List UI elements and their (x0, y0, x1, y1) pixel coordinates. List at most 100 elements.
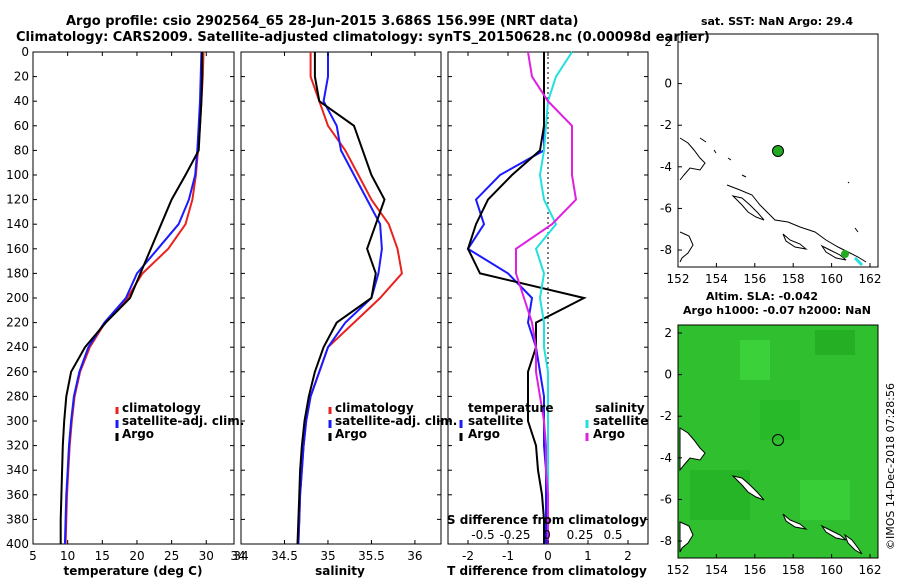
map-x-tick-label: 160 (820, 272, 843, 286)
map-x-tick-label: 156 (743, 272, 766, 286)
depth-tick-label: 20 (14, 70, 29, 84)
sla-map-title-1: Altim. SLA: -0.042 (706, 290, 818, 303)
map-x-tick-label: 160 (820, 563, 843, 577)
depth-tick-label: 220 (6, 316, 29, 330)
s-tick: 0 (543, 528, 551, 542)
depth-tick-label: 120 (6, 193, 29, 207)
legend-t-satellite: satellite (468, 414, 523, 428)
legend-argo: Argo (122, 427, 154, 441)
x-tick-label: 10 (60, 549, 75, 563)
t-difference-xlabel: T difference from climatology (447, 564, 647, 578)
map-y-tick-label: 0 (664, 77, 672, 91)
coastline (679, 137, 867, 263)
legend-satellite: satellite-adj. clim. (122, 414, 244, 428)
legend-climatology: climatology (335, 401, 414, 415)
sst-map: sat. SST: NaN Argo: 29.4 20-2-4-6-8 152 1… (660, 15, 881, 286)
depth-tick-label: 320 (6, 439, 29, 453)
legend-argo: Argo (335, 427, 367, 441)
legend-s-satellite: satellite (593, 414, 648, 428)
depth-tick-label: 60 (14, 119, 29, 133)
series-climatology (297, 52, 403, 545)
salinity-legend: climatology satellite-adj. clim. Argo (328, 401, 457, 441)
map-y-tick-label: 2 (664, 326, 672, 340)
depth-tick-label: 280 (6, 389, 29, 403)
x-tick-label: -2 (462, 549, 474, 563)
x-tick-label: 36 (407, 549, 422, 563)
s-tick: -0.25 (499, 528, 530, 542)
depth-tick-label: 300 (6, 414, 29, 428)
map-x-tick-label: 162 (859, 272, 882, 286)
sla-field (677, 324, 879, 559)
map-y-tick-label: -6 (660, 201, 672, 215)
depth-tick-label: 400 (6, 537, 29, 551)
sla-map: Altim. SLA: -0.042 Argo h1000: -0.07 h20… (660, 290, 881, 577)
depth-tick-label: 200 (6, 291, 29, 305)
depth-tick-label: 360 (6, 488, 29, 502)
x-tick-label: 34 (230, 549, 245, 563)
temperature-plot (32, 51, 207, 545)
map-x-tick-label: 154 (705, 272, 728, 286)
map-y-tick-label: 2 (664, 35, 672, 49)
x-tick-label: -1 (502, 549, 514, 563)
depth-tick-label: 340 (6, 463, 29, 477)
difference-panel: -2 -1 0 1 2 S difference from climatology -0… (447, 51, 649, 578)
difference-legend: temperature satellite Argo salinity sate… (459, 401, 648, 441)
x-tick-label: 34.5 (271, 549, 298, 563)
legend-climatology: climatology (122, 401, 201, 415)
s-difference-ticks: -0.5 -0.25 0 0.25 0.5 (471, 528, 622, 542)
s-tick: -0.5 (471, 528, 494, 542)
x-tick-label: 30 (199, 549, 214, 563)
depth-tick-label: 80 (14, 143, 29, 157)
map-y-tick-label: -6 (660, 492, 672, 506)
map-y-tick-label: 0 (664, 368, 672, 382)
watermark: ©IMOS 14-Dec-2018 07:28:56 (884, 383, 897, 550)
x-tick-label: 1 (584, 549, 592, 563)
map-x-tick-label: 152 (667, 563, 690, 577)
map-x-tick-label: 158 (782, 563, 805, 577)
sst-map-y-ticks: 2 0 -2 -4 -6 -8 (660, 35, 682, 257)
series-salinity-argo (515, 51, 578, 544)
temperature-x-ticks: 5 10 15 20 25 30 34 (29, 549, 245, 563)
salinity-plot (240, 52, 416, 545)
depth-tick-label: 240 (6, 340, 29, 354)
temperature-panel: 0204060801001201401601802002202402602803… (6, 45, 648, 578)
temperature-xlabel: temperature (deg C) (64, 564, 203, 578)
argo-location-marker (772, 434, 784, 446)
map-y-tick-label: -8 (660, 534, 672, 548)
series-climatology (64, 51, 205, 545)
map-x-tick-label: 156 (743, 563, 766, 577)
map-y-tick-label: -4 (660, 160, 672, 174)
x-tick-label: 0 (544, 549, 552, 563)
series-argo (59, 52, 204, 544)
map-y-tick-label: -2 (660, 409, 672, 423)
sla-map-x-ticks: 152 154 156 158 160 162 (667, 554, 881, 577)
sla-map-title-2: Argo h1000: -0.07 h2000: NaN (683, 304, 871, 317)
depth-tick-label: 180 (6, 266, 29, 280)
s-difference-label: S difference from climatology (447, 513, 647, 527)
legend-s-argo: Argo (593, 427, 625, 441)
x-tick-label: 5 (29, 549, 37, 563)
s-tick: 0.5 (603, 528, 622, 542)
sst-patch (841, 250, 849, 258)
coastline (679, 427, 863, 555)
legend-satellite: satellite-adj. clim. (335, 414, 457, 428)
series-salinity-satellite (534, 51, 573, 544)
series-temperature-satellite (466, 52, 547, 544)
map-y-tick-label: -2 (660, 118, 672, 132)
sst-patch-cyan (853, 256, 864, 267)
argo-location-marker (772, 145, 784, 157)
difference-x-ticks: -2 -1 0 1 2 (462, 549, 632, 563)
series-satellite-adj-clim- (297, 52, 383, 545)
salinity-xlabel: salinity (315, 564, 365, 578)
salinity-panel: 34 34.5 35 35.5 36 salinity climatology sate… (233, 51, 457, 578)
x-tick-label: 35 (320, 549, 335, 563)
title-line1: Argo profile: csio 2902564_65 28-Jun-201… (66, 14, 578, 29)
depth-tick-label: 160 (6, 242, 29, 256)
title-line2: Climatology: CARS2009. Satellite-adjuste… (16, 30, 710, 45)
x-tick-label: 2 (624, 549, 632, 563)
depth-tick-label: 0 (21, 45, 29, 59)
x-tick-label: 35.5 (358, 549, 385, 563)
depth-tick-label: 260 (6, 365, 29, 379)
salinity-x-ticks: 34 34.5 35 35.5 36 (233, 549, 422, 563)
